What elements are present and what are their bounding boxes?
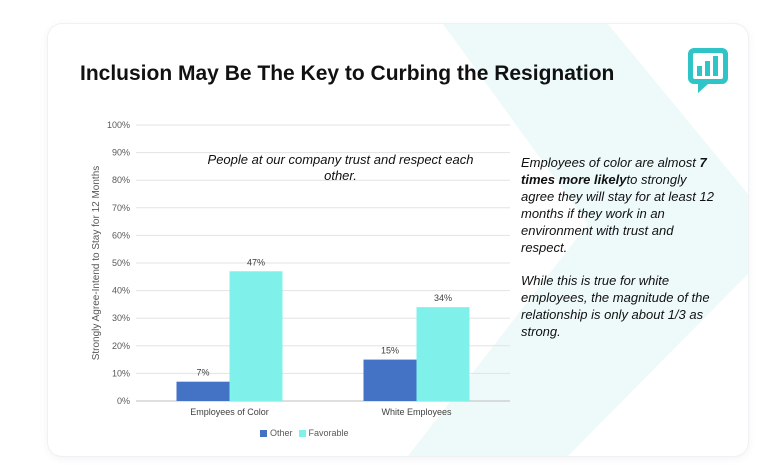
insight-text: Employees of color are almost 7 times mo… — [521, 154, 721, 356]
y-tick-label: 50% — [112, 258, 130, 268]
y-tick-label: 70% — [112, 203, 130, 213]
bar-chart: 0% 10% 20% 30% 40% 50% 60% 70% 80% 90% 100% Strongl… — [91, 120, 510, 417]
insight-paragraph-2: While this is true for white employees, … — [521, 273, 710, 339]
y-tick-label: 20% — [112, 341, 130, 351]
legend-item-favorable: Favorable — [298, 428, 349, 438]
y-tick-label: 80% — [112, 175, 130, 185]
y-tick-label: 0% — [117, 396, 130, 406]
data-label: 34% — [434, 293, 452, 303]
y-axis-title: Strongly Agree-Intend to Stay for 12 Mon… — [91, 166, 102, 361]
y-tick-label: 100% — [107, 120, 130, 130]
bar-favorable-2 — [416, 307, 470, 401]
insight-emphasis: 7 times more likely — [521, 155, 707, 187]
bar-favorable-1 — [229, 271, 283, 401]
data-label: 47% — [247, 257, 265, 267]
y-tick-label: 60% — [112, 230, 130, 240]
y-tick-label: 30% — [112, 313, 130, 323]
background-chevron-shape — [408, 24, 748, 456]
data-label: 7% — [196, 368, 209, 378]
y-tick-label: 40% — [112, 286, 130, 296]
y-tick-label: 10% — [112, 368, 130, 378]
bar-other-1 — [176, 381, 230, 401]
legend-label-other: Other — [270, 428, 293, 438]
chat-bar-chart-logo-icon — [688, 48, 728, 93]
slide: Inclusion May Be The Key to Curbing the … — [48, 24, 748, 456]
chart-legend: Other Favorable — [260, 426, 355, 440]
legend-swatch-favorable — [298, 429, 306, 437]
y-tick-label: 90% — [112, 148, 130, 158]
legend-item-other: Other — [260, 428, 293, 438]
x-category-label: White Employees — [381, 407, 452, 417]
legend-swatch-other — [260, 429, 267, 437]
legend-label-favorable: Favorable — [308, 428, 349, 438]
x-category-label: Employees of Color — [190, 407, 269, 417]
bar-other-2 — [363, 359, 417, 401]
slide-title: Inclusion May Be The Key to Curbing the … — [80, 62, 615, 85]
data-label: 15% — [381, 346, 399, 356]
insight-paragraph-1: Employees of color are almost 7 times mo… — [521, 155, 714, 255]
chart-annotation: People at our company trust and respect … — [207, 152, 474, 183]
